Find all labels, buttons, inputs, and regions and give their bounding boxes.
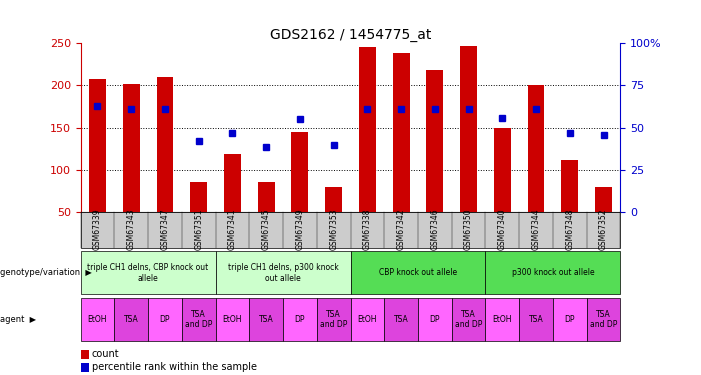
Bar (426, 70, 443, 212)
Bar (359, 47, 376, 212)
Text: DP: DP (564, 315, 575, 324)
Bar (292, 132, 308, 212)
Text: GSM67352: GSM67352 (599, 209, 608, 251)
Text: GSM67338: GSM67338 (363, 209, 372, 251)
Bar (562, 160, 578, 212)
Text: GSM67344: GSM67344 (531, 209, 540, 251)
Text: DP: DP (160, 315, 170, 324)
Text: DP: DP (294, 315, 305, 324)
Bar (528, 86, 545, 212)
Bar (156, 77, 173, 212)
Text: TSA: TSA (124, 315, 139, 324)
Text: genotype/variation  ▶: genotype/variation ▶ (0, 268, 92, 278)
Bar (494, 128, 511, 212)
Text: TSA
and DP: TSA and DP (455, 310, 482, 329)
Text: GSM67340: GSM67340 (498, 209, 507, 251)
Bar (123, 84, 139, 212)
Text: CBP knock out allele: CBP knock out allele (379, 268, 457, 278)
Text: TSA: TSA (259, 315, 273, 324)
Bar (89, 79, 106, 212)
Text: p300 knock out allele: p300 knock out allele (512, 268, 594, 278)
Text: count: count (92, 350, 119, 359)
Text: TSA: TSA (394, 315, 409, 324)
Text: TSA
and DP: TSA and DP (320, 310, 347, 329)
Text: GSM67345: GSM67345 (261, 209, 271, 251)
Text: agent  ▶: agent ▶ (0, 315, 36, 324)
Text: GSM67347: GSM67347 (161, 209, 170, 251)
Text: GSM67353: GSM67353 (329, 209, 338, 251)
Text: TSA
and DP: TSA and DP (590, 310, 617, 329)
Text: TSA
and DP: TSA and DP (185, 310, 212, 329)
Text: GSM67343: GSM67343 (127, 209, 136, 251)
Text: GSM67351: GSM67351 (194, 209, 203, 251)
Text: GSM67348: GSM67348 (565, 209, 574, 251)
Text: DP: DP (430, 315, 440, 324)
Text: EtOH: EtOH (358, 315, 377, 324)
Bar (393, 53, 409, 212)
Text: percentile rank within the sample: percentile rank within the sample (92, 363, 257, 372)
Text: GSM67339: GSM67339 (93, 209, 102, 251)
Bar (460, 46, 477, 212)
Bar (258, 182, 275, 212)
Text: triple CH1 delns, CBP knock out
allele: triple CH1 delns, CBP knock out allele (88, 263, 209, 282)
Bar (190, 182, 207, 212)
Text: EtOH: EtOH (223, 315, 242, 324)
Text: GSM67350: GSM67350 (464, 209, 473, 251)
Text: GSM67341: GSM67341 (228, 209, 237, 251)
Text: TSA: TSA (529, 315, 543, 324)
Bar (325, 187, 342, 212)
Title: GDS2162 / 1454775_at: GDS2162 / 1454775_at (270, 28, 431, 42)
Text: triple CH1 delns, p300 knock
out allele: triple CH1 delns, p300 knock out allele (228, 263, 339, 282)
Bar (224, 154, 241, 212)
Text: EtOH: EtOH (88, 315, 107, 324)
Text: GSM67349: GSM67349 (295, 209, 304, 251)
Bar (595, 187, 612, 212)
Text: GSM67346: GSM67346 (430, 209, 440, 251)
Text: EtOH: EtOH (493, 315, 512, 324)
Text: GSM67342: GSM67342 (397, 209, 406, 251)
